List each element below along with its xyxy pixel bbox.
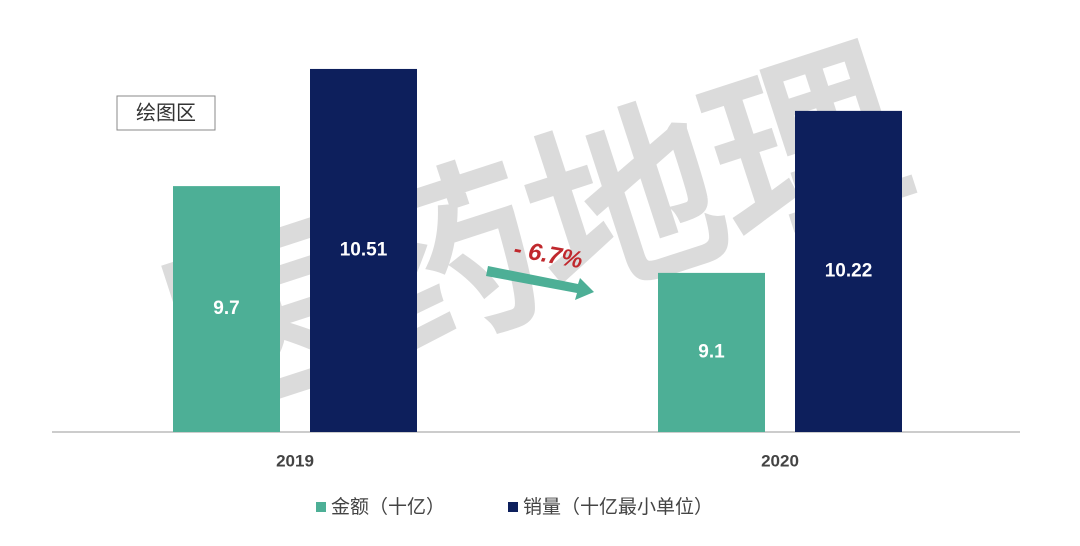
bar bbox=[658, 272, 765, 432]
bar bbox=[173, 186, 280, 432]
x-tick-label: 2019 bbox=[276, 451, 314, 470]
value-label: 10.51 bbox=[340, 239, 388, 260]
legend-label: 金额（十亿） bbox=[331, 496, 445, 518]
x-tick-label: 2020 bbox=[761, 451, 799, 470]
legend-swatch bbox=[508, 502, 518, 512]
bar bbox=[795, 110, 902, 433]
plot-area-label: 绘图区 bbox=[136, 101, 196, 124]
plot-area-label-box bbox=[116, 95, 216, 131]
value-label: 9.1 bbox=[698, 341, 725, 362]
legend-label: 销量（十亿最小单位） bbox=[523, 496, 713, 518]
bar bbox=[310, 68, 417, 433]
legend-swatch bbox=[316, 502, 326, 512]
arrow bbox=[486, 266, 594, 300]
value-label: 9.7 bbox=[213, 298, 239, 319]
value-label: 10.22 bbox=[825, 260, 873, 281]
